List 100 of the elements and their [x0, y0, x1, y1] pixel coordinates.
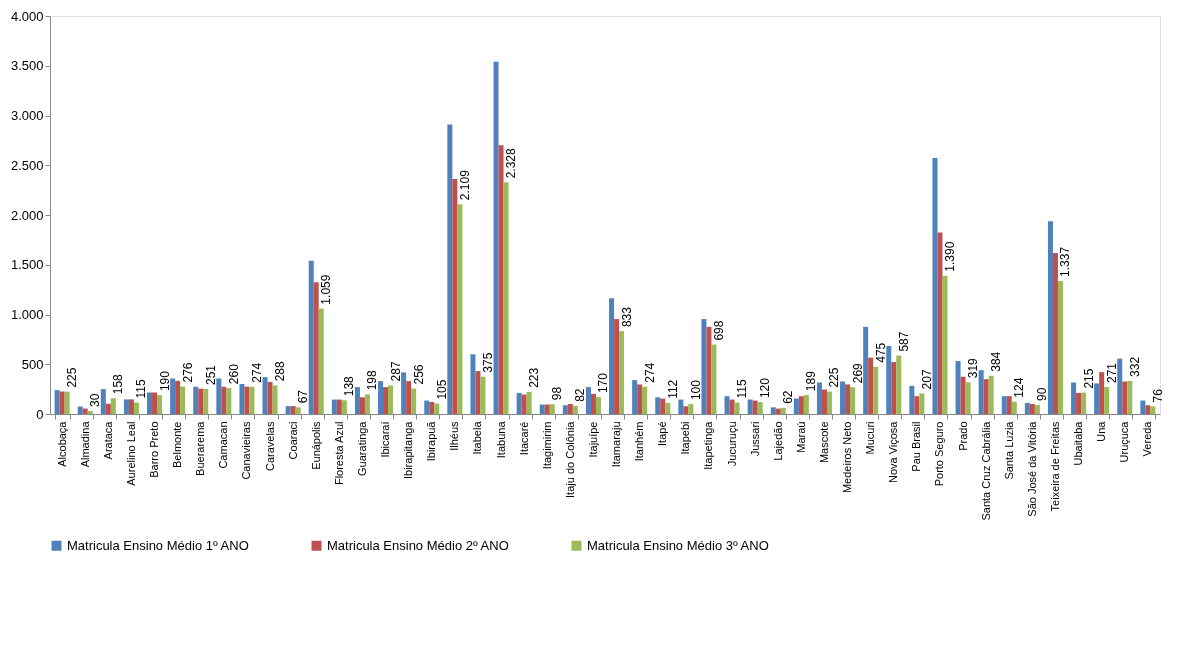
- bar: [272, 385, 278, 414]
- data-label: 67: [296, 389, 311, 404]
- bar: [100, 389, 106, 414]
- bar: [1122, 381, 1128, 414]
- bar: [128, 399, 134, 414]
- x-tick-label: Floresta Azul: [332, 421, 345, 486]
- x-tick-label: Vereda: [1141, 420, 1154, 457]
- x-tick-label: Canavieiras: [240, 421, 253, 480]
- bar: [572, 405, 578, 414]
- x-tick-label: Ibirapuã: [425, 420, 438, 462]
- bar: [614, 319, 620, 414]
- bar: [1145, 405, 1151, 414]
- bar: [1024, 402, 1030, 414]
- bar: [64, 391, 70, 414]
- bar: [983, 379, 989, 414]
- data-label: 225: [65, 367, 80, 388]
- bar: [341, 400, 347, 414]
- data-label: 260: [226, 363, 241, 385]
- x-tick-label: Santa Luzia: [1002, 420, 1015, 480]
- bar: [660, 398, 666, 414]
- data-label: 223: [527, 367, 542, 388]
- bar: [110, 398, 116, 414]
- bar: [1047, 221, 1053, 414]
- bar: [1011, 401, 1017, 414]
- bar: [840, 381, 846, 414]
- bar: [290, 406, 296, 414]
- data-label: 384: [989, 351, 1004, 372]
- y-tick-label: 1.500: [10, 257, 44, 273]
- bar: [937, 232, 943, 414]
- legend-label: Matricula Ensino Médio 1º ANO: [67, 537, 249, 553]
- bar: [688, 404, 694, 414]
- bar: [54, 390, 60, 414]
- bar: [470, 354, 476, 414]
- data-label: 189: [804, 370, 819, 392]
- bar: [637, 384, 643, 414]
- data-label: 138: [342, 375, 357, 397]
- y-tick-label: 2.500: [10, 157, 44, 173]
- bar: [198, 388, 204, 414]
- bar: [590, 393, 596, 414]
- bar: [480, 376, 486, 414]
- data-label: 375: [480, 352, 495, 373]
- bar: [585, 387, 591, 414]
- bar: [203, 389, 209, 414]
- data-label: 256: [411, 364, 426, 385]
- bar: [105, 403, 111, 414]
- data-label: 1.337: [1058, 246, 1073, 277]
- x-tick-label: Aurelino Leal: [124, 421, 137, 486]
- bar: [793, 398, 799, 414]
- bar: [429, 401, 435, 414]
- data-label: 30: [88, 393, 103, 408]
- data-label: 288: [273, 361, 288, 382]
- bar: [1104, 387, 1110, 414]
- x-tick-label: Porto Seguro: [933, 421, 946, 487]
- data-label: 120: [758, 377, 773, 399]
- bar: [475, 371, 481, 414]
- bar: [503, 182, 509, 414]
- bar: [313, 282, 319, 414]
- data-label: 287: [388, 361, 403, 382]
- bar: [757, 402, 763, 414]
- data-label: 170: [596, 372, 611, 394]
- x-tick-label: Uruçuca: [1118, 420, 1131, 463]
- bar: [364, 394, 370, 414]
- bar: [595, 397, 601, 414]
- data-label: 112: [665, 379, 680, 399]
- data-label: 76: [1150, 388, 1165, 403]
- bar: [1117, 358, 1123, 414]
- bar: [1057, 280, 1063, 414]
- x-tick-label: Coaraci: [286, 421, 299, 460]
- x-tick-label: Barro Preto: [148, 421, 161, 478]
- y-tick-label: 500: [21, 356, 44, 372]
- bar: [1099, 372, 1105, 414]
- x-tick-label: Alcobaça: [55, 420, 68, 467]
- x-tick-label: Itacaré: [517, 421, 530, 456]
- bar: [978, 370, 984, 414]
- data-label: 698: [711, 320, 726, 341]
- y-tick-label: 0: [36, 406, 44, 422]
- bar: [932, 157, 938, 414]
- data-label: 271: [1104, 362, 1119, 384]
- bar: [609, 298, 615, 414]
- x-tick-label: Itabuna: [494, 420, 507, 459]
- bar: [683, 406, 689, 414]
- x-tick-label: Jucuruçu: [725, 421, 738, 467]
- y-tick-label: 4.000: [10, 8, 44, 24]
- bar: [642, 386, 648, 414]
- bar: [180, 386, 186, 414]
- bar: [706, 326, 712, 414]
- bar: [411, 388, 417, 414]
- bar: [244, 386, 250, 414]
- bar: [562, 405, 568, 414]
- x-tick-label: Itanhém: [633, 421, 646, 462]
- bar: [711, 344, 717, 414]
- bar: [262, 377, 268, 414]
- data-label: 2.109: [457, 169, 472, 201]
- bar: [632, 380, 638, 414]
- bar: [388, 385, 394, 414]
- bar: [239, 383, 245, 414]
- bar: [521, 394, 527, 414]
- data-label: 207: [919, 369, 934, 390]
- bar: [147, 392, 153, 414]
- x-tick-label: Guaratinga: [355, 420, 368, 476]
